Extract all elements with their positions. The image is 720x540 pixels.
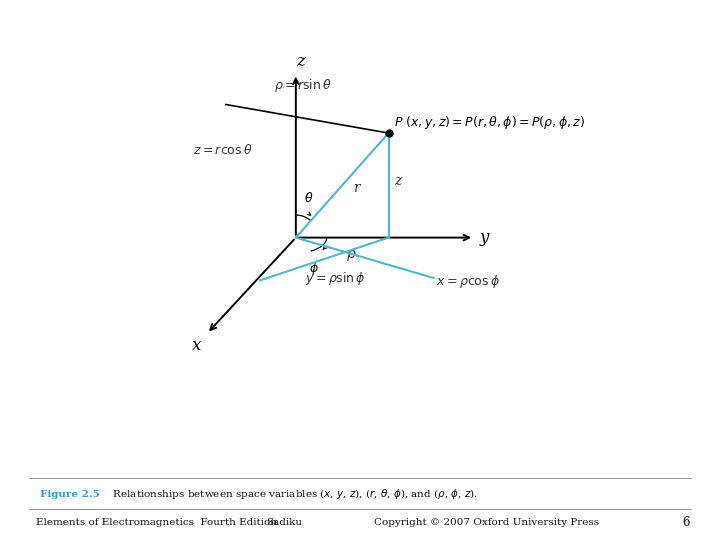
Text: $x = \rho\cos\phi$: $x = \rho\cos\phi$: [436, 273, 500, 290]
Text: $\rho$: $\rho$: [346, 248, 357, 263]
Text: r: r: [353, 181, 359, 195]
Text: $\rho = r\sin\theta$: $\rho = r\sin\theta$: [274, 77, 332, 94]
Text: Elements of Electromagnetics  Fourth Edition: Elements of Electromagnetics Fourth Edit…: [36, 518, 277, 527]
Text: Relationships between space variables ($x$, $y$, $z$), ($r$, $\theta$, $\phi$), : Relationships between space variables ($…: [106, 487, 478, 501]
Text: Sadiku: Sadiku: [266, 518, 302, 527]
Text: y: y: [480, 229, 489, 246]
Text: $z = r\cos\theta$: $z = r\cos\theta$: [193, 143, 252, 157]
Text: $P\ (x, y, z) = P(r, \theta, \phi) = P(\rho, \phi, z)$: $P\ (x, y, z) = P(r, \theta, \phi) = P(\…: [395, 114, 585, 131]
Text: $y = \rho\sin\phi$: $y = \rho\sin\phi$: [305, 270, 366, 287]
Text: $\phi$: $\phi$: [309, 260, 319, 278]
Text: x: x: [192, 338, 202, 354]
Text: Figure 2.5: Figure 2.5: [40, 490, 99, 498]
Text: $\theta$: $\theta$: [305, 191, 314, 205]
Text: z: z: [296, 53, 305, 70]
Text: 6: 6: [683, 516, 690, 529]
Text: z: z: [395, 173, 402, 187]
Text: Copyright © 2007 Oxford University Press: Copyright © 2007 Oxford University Press: [374, 518, 600, 527]
